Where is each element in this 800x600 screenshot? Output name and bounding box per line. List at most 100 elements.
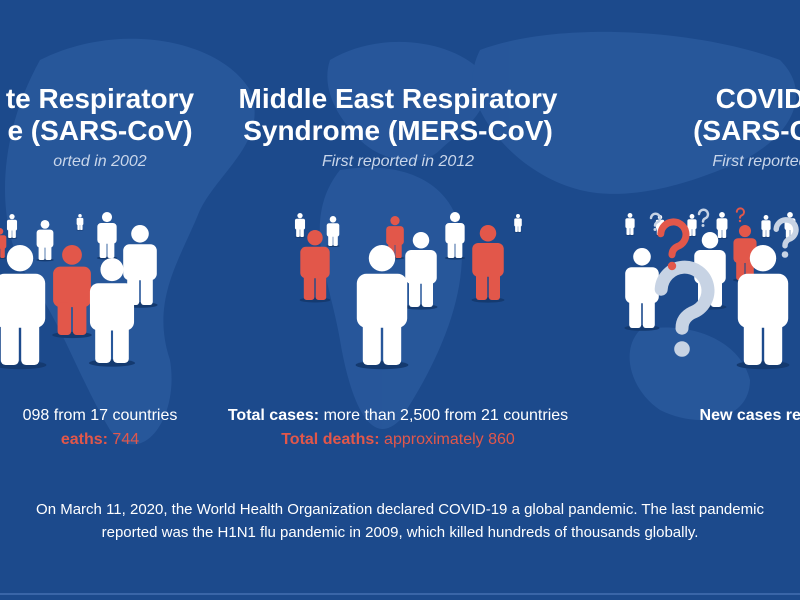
stat-line: Total cases: more than 2,500 from 21 cou… [228, 407, 568, 424]
leg [626, 227, 630, 235]
leg [766, 229, 770, 237]
head [390, 216, 400, 226]
panel-subtitle: First reported in 2012 [322, 153, 474, 170]
person-icon [736, 245, 790, 370]
head [479, 225, 497, 242]
panel-subtitle: orted in 2002 [53, 153, 147, 170]
panel-title: e (SARS-CoV) [7, 115, 192, 146]
leg [421, 280, 433, 307]
stat-line: 098 from 17 countries [23, 407, 178, 424]
torso [716, 218, 728, 230]
stat-part: more than 2,500 from 21 countries [319, 407, 568, 424]
person-icon [6, 214, 18, 239]
head [307, 230, 323, 246]
person-icon [355, 245, 409, 370]
head [689, 214, 695, 219]
person-icon [88, 258, 136, 367]
question-icon [735, 207, 745, 223]
head [9, 214, 15, 220]
leg [455, 241, 463, 258]
torso [326, 223, 340, 237]
leg [743, 321, 762, 365]
leg [12, 229, 16, 238]
torso [625, 218, 635, 229]
torso [53, 266, 91, 308]
torso [6, 219, 18, 231]
leg [303, 274, 315, 300]
leg [785, 228, 790, 238]
torso [737, 273, 789, 328]
leg [296, 228, 300, 237]
question-curve [773, 217, 799, 249]
person-icon [514, 214, 522, 233]
stat-part: eaths: [61, 431, 108, 448]
torso [76, 217, 84, 226]
torso [123, 244, 157, 281]
head [297, 213, 303, 219]
head [738, 225, 752, 238]
head [449, 212, 461, 223]
person-icon [52, 245, 92, 339]
person-icon [294, 213, 306, 238]
leg [362, 321, 381, 365]
leg [629, 299, 642, 328]
panel-title: Middle East Respiratory [239, 83, 558, 114]
torso [687, 219, 697, 230]
leg [72, 302, 87, 335]
person-icon [404, 232, 438, 310]
footer-text: On March 11, 2020, the World Health Orga… [36, 501, 764, 518]
leg [77, 224, 80, 230]
stat-line: Total deaths: approximately 860 [281, 431, 515, 448]
head [627, 213, 633, 218]
leg [107, 241, 115, 258]
leg [642, 299, 655, 328]
panel-title: (SARS-Co [693, 115, 800, 146]
question-icon [649, 212, 662, 231]
head [40, 220, 50, 229]
stat-part: approximately 860 [380, 431, 515, 448]
question-dot [701, 224, 705, 227]
torso [761, 220, 771, 231]
leg [95, 325, 111, 363]
footer-text: reported was the H1N1 flu pandemic in 20… [102, 524, 699, 541]
head [101, 212, 113, 223]
person-icon [716, 212, 728, 239]
head [412, 232, 430, 249]
leg [736, 260, 745, 280]
person-icon [326, 216, 340, 248]
person-icon [36, 220, 54, 262]
head [749, 245, 777, 272]
panel-title: COVID [716, 83, 800, 114]
leg [57, 302, 72, 335]
question-icon [773, 217, 799, 258]
stat-part: 098 from 17 countries [23, 407, 178, 424]
head [633, 247, 651, 266]
torso [356, 273, 408, 328]
question-curve [649, 212, 662, 227]
leg [45, 245, 52, 260]
question-dot [674, 341, 690, 357]
leg [21, 321, 40, 365]
torso [36, 229, 54, 248]
leg [113, 325, 129, 363]
person-icon [76, 214, 84, 231]
leg [692, 228, 696, 236]
question-curve [735, 207, 745, 219]
leg [38, 245, 45, 260]
person-icon [624, 247, 660, 331]
torso [0, 235, 7, 249]
leg [315, 274, 327, 300]
stat-part: Total deaths: [281, 431, 379, 448]
head [0, 228, 4, 235]
head [719, 212, 725, 218]
torso [386, 226, 404, 245]
question-curve [657, 218, 690, 259]
leg [383, 321, 402, 365]
torso [514, 218, 522, 227]
person-icon [761, 215, 771, 238]
leg [476, 273, 488, 300]
person-icon [471, 225, 505, 303]
head [62, 245, 82, 265]
head [763, 215, 769, 220]
